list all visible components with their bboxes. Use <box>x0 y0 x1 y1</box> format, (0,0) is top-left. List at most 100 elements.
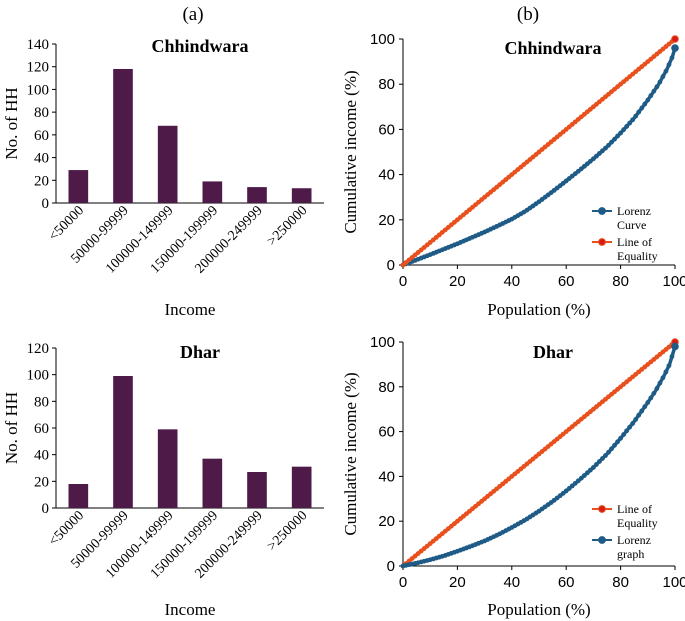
data-point <box>630 117 636 123</box>
data-point <box>594 462 599 467</box>
y-tick-label: 100 <box>27 82 50 98</box>
data-point <box>591 465 596 470</box>
data-point <box>606 449 611 455</box>
legend-label: graph <box>617 547 644 561</box>
y-tick-label: 0 <box>387 257 395 274</box>
data-point-end <box>671 342 679 351</box>
y-tick-label: 80 <box>378 76 395 93</box>
y-tick-label: 0 <box>42 501 50 517</box>
y-tick-label: 80 <box>378 379 395 396</box>
data-point <box>615 439 620 445</box>
bar <box>113 376 133 508</box>
y-tick-label: 20 <box>34 173 49 189</box>
data-point <box>609 139 614 145</box>
y-tick-label: 60 <box>378 424 395 441</box>
bar <box>291 466 312 508</box>
y-tick-label: 80 <box>34 394 49 410</box>
data-point <box>639 408 645 414</box>
data-point <box>600 456 605 461</box>
data-point <box>603 453 608 458</box>
data-point-end <box>671 35 679 43</box>
data-point <box>636 412 642 418</box>
data-point <box>666 62 672 68</box>
x-tick-label: 80 <box>612 273 629 290</box>
panel-label-b: (b) <box>517 4 539 25</box>
bar <box>202 458 223 508</box>
legend-marker <box>598 536 606 544</box>
data-point <box>618 435 623 441</box>
data-point <box>618 130 623 136</box>
data-point <box>627 120 633 126</box>
x-tick-label: 60 <box>558 574 575 591</box>
y-axis-label: No. of HH <box>2 87 21 159</box>
x-axis-label: Population (%) <box>487 300 590 319</box>
data-point <box>654 84 660 90</box>
data-point <box>648 93 654 99</box>
data-point <box>630 420 636 426</box>
data-point <box>597 459 602 464</box>
legend-label: Equality <box>617 249 658 263</box>
bar-chart-chhindwara: 020406080100120140<5000050000-9999910000… <box>2 36 324 319</box>
series-lorenz <box>400 342 679 569</box>
data-point <box>633 113 639 119</box>
x-tick-label: 40 <box>503 273 520 290</box>
y-tick-label: 40 <box>378 167 395 184</box>
legend-label: Lorenz <box>617 533 651 547</box>
data-point <box>663 68 669 74</box>
bar <box>68 170 89 203</box>
bar <box>113 68 133 203</box>
bar <box>291 188 312 203</box>
y-axis-label: Cumulative income (%) <box>341 372 360 535</box>
data-point <box>651 390 657 396</box>
x-tick-label: 0 <box>399 574 407 591</box>
legend-marker <box>598 238 606 246</box>
legend-label: Line of <box>617 502 652 516</box>
x-axis-label: Income <box>165 600 216 619</box>
y-tick-label: 20 <box>34 474 49 490</box>
data-point <box>657 380 663 386</box>
data-point <box>651 88 657 94</box>
y-tick-label: 0 <box>42 196 50 212</box>
y-axis-label: No. of HH <box>2 392 21 464</box>
x-tick-label: 0 <box>399 273 407 290</box>
x-tick-label: 80 <box>612 574 629 591</box>
bar <box>247 472 267 508</box>
data-point <box>639 105 645 111</box>
x-tick-label: <50000 <box>46 203 87 244</box>
y-tick-label: 120 <box>27 341 50 357</box>
data-point <box>606 142 611 148</box>
legend-label: Line of <box>617 235 652 249</box>
data-point <box>648 395 654 401</box>
data-point <box>621 432 627 437</box>
y-tick-label: 20 <box>378 513 395 530</box>
bar <box>157 125 178 203</box>
data-point <box>624 123 630 129</box>
data-point <box>669 55 675 61</box>
y-tick-label: 20 <box>378 212 395 229</box>
chart-title: Chhindwara <box>504 38 601 58</box>
data-point <box>660 74 666 79</box>
data-point <box>624 428 630 434</box>
series-lorenz <box>400 44 679 268</box>
data-point <box>657 79 663 85</box>
legend-label: Lorenz <box>617 204 651 218</box>
y-axis-label: Cumulative income (%) <box>341 70 360 233</box>
y-tick-label: 100 <box>370 334 395 351</box>
x-tick-label: >250000 <box>265 203 311 249</box>
data-point <box>645 400 651 405</box>
data-point <box>642 101 648 107</box>
data-point <box>615 133 620 139</box>
y-tick-label: 140 <box>27 37 50 53</box>
legend-label: Equality <box>617 516 658 530</box>
data-point-end <box>671 44 679 52</box>
data-point <box>666 363 672 369</box>
data-point <box>645 97 651 103</box>
data-point <box>654 386 660 391</box>
bar <box>157 429 178 508</box>
data-point <box>603 145 608 151</box>
